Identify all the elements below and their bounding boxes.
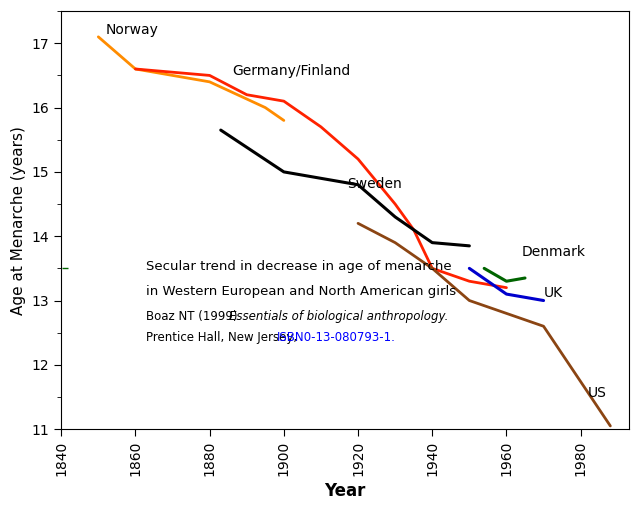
X-axis label: Year: Year xyxy=(324,482,365,500)
Text: Essentials of biological anthropology.: Essentials of biological anthropology. xyxy=(228,311,448,323)
Text: Germany/Finland: Germany/Finland xyxy=(232,64,350,78)
Text: Denmark: Denmark xyxy=(522,244,586,259)
Y-axis label: Age at Menarche (years): Age at Menarche (years) xyxy=(11,126,26,315)
Text: Sweden: Sweden xyxy=(347,177,402,191)
Text: ISBN: ISBN xyxy=(277,331,305,344)
Text: US: US xyxy=(588,386,607,400)
Text: Boaz NT (1999).: Boaz NT (1999). xyxy=(147,311,245,323)
Text: 0-13-080793-1.: 0-13-080793-1. xyxy=(300,331,394,344)
Text: Norway: Norway xyxy=(106,22,159,37)
Text: UK: UK xyxy=(543,286,563,300)
Text: in Western European and North American girls: in Western European and North American g… xyxy=(147,285,456,298)
Text: Prentice Hall, New Jersey,: Prentice Hall, New Jersey, xyxy=(147,331,301,344)
Text: Secular trend in decrease in age of menarche: Secular trend in decrease in age of mena… xyxy=(147,260,452,273)
